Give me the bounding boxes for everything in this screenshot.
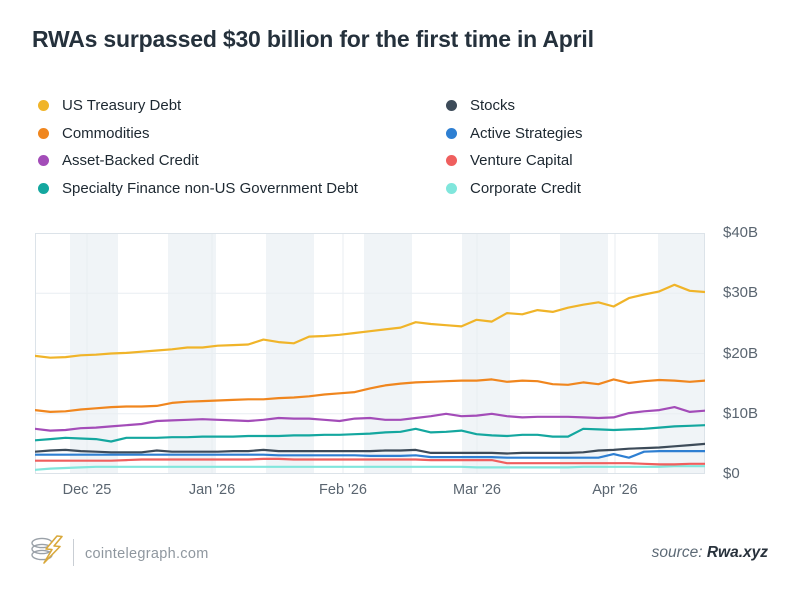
series-line-commodities: [35, 378, 705, 413]
footer-site-url: cointelegraph.com: [85, 546, 209, 562]
legend-label: Asset-Backed Credit: [62, 152, 199, 170]
legend-item-active-strategies: Active Strategies: [440, 120, 583, 148]
legend-label: Commodities: [62, 124, 150, 142]
legend-item-asset-backed-credit: Asset-Backed Credit: [32, 147, 358, 175]
series-line-stocks: [35, 442, 705, 455]
series-line-asset-backed-credit: [35, 406, 705, 432]
legend-dot-venture-capital-icon: [446, 155, 457, 167]
source-attribution: source: Rwa.xyz: [652, 544, 768, 562]
y-axis-tick-label: $20B: [723, 344, 759, 362]
x-axis-tick-label: Apr '26: [592, 482, 638, 498]
legend-item-us-treasury-debt: US Treasury Debt: [32, 92, 358, 120]
legend-label: Active Strategies: [470, 124, 583, 142]
plot-border: [35, 233, 705, 474]
x-axis-tick-label: Feb '26: [319, 482, 367, 498]
legend-label: Corporate Credit: [470, 180, 581, 198]
series-line-us-treasury-debt: [35, 283, 705, 359]
page-title: RWAs surpassed $30 billion for the first…: [32, 26, 594, 52]
y-axis-tick-label: $10B: [723, 404, 759, 422]
line-chart-plot: [35, 233, 705, 474]
legend-label: Specialty Finance non-US Government Debt: [62, 180, 358, 198]
legend-column-right: Stocks Active Strategies Venture Capital…: [440, 92, 583, 202]
legend-dot-active-strategies-icon: [446, 127, 457, 139]
legend-item-venture-capital: Venture Capital: [440, 147, 583, 175]
legend-item-specialty-finance: Specialty Finance non-US Government Debt: [32, 175, 358, 203]
series-line-corporate-credit: [35, 465, 705, 471]
footer-divider: [73, 539, 74, 566]
legend-item-corporate-credit: Corporate Credit: [440, 175, 583, 203]
legend-item-commodities: Commodities: [32, 120, 358, 148]
source-name: Rwa.xyz: [706, 544, 768, 561]
x-axis-tick-label: Dec '25: [62, 482, 112, 498]
legend-label: Venture Capital: [470, 152, 573, 170]
legend-dot-stocks-icon: [446, 100, 457, 112]
legend-column-left: US Treasury Debt Commodities Asset-Backe…: [32, 92, 358, 202]
legend-dot-asset-backed-credit-icon: [38, 155, 49, 167]
source-label: source:: [651, 544, 703, 561]
legend-dot-us-treasury-debt-icon: [38, 100, 49, 112]
y-axis-tick-label: $30B: [723, 284, 759, 302]
series-line-active-strategies: [35, 450, 705, 459]
series-line-specialty-finance-non-us-government-debt: [35, 424, 705, 443]
x-axis-tick-label: Jan '26: [188, 482, 236, 498]
y-axis-tick-label: $0: [723, 465, 740, 482]
legend-label: US Treasury Debt: [62, 97, 182, 115]
cointelegraph-logo-icon: [31, 535, 63, 564]
legend-dot-specialty-finance-icon: [38, 183, 49, 195]
legend-item-stocks: Stocks: [440, 92, 583, 120]
legend-label: Stocks: [470, 97, 516, 115]
legend-dot-corporate-credit-icon: [446, 183, 457, 195]
series-line-venture-capital: [35, 457, 705, 466]
y-axis-tick-label: $40B: [723, 224, 759, 241]
legend-dot-commodities-icon: [38, 127, 49, 139]
x-axis-tick-label: Mar '26: [453, 482, 501, 498]
